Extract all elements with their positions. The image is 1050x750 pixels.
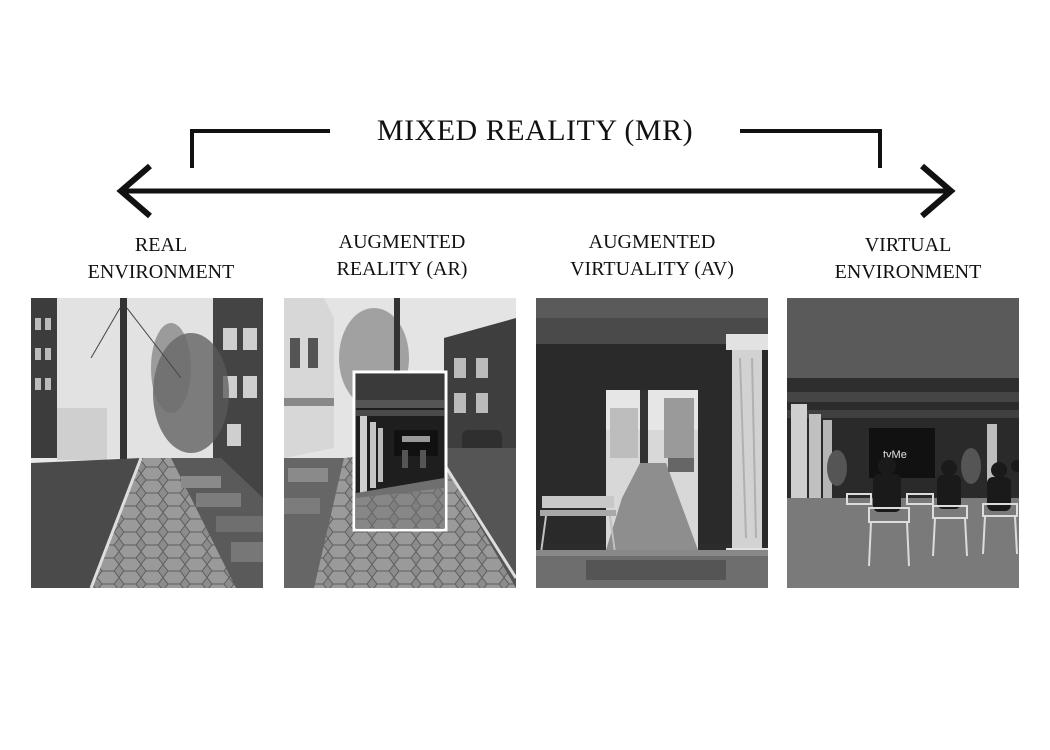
right-arrowhead <box>920 163 956 219</box>
stage-label-line: VIRTUALITY (AV) <box>570 258 734 280</box>
photo-augmented-reality <box>284 298 516 588</box>
photo-virtual-environment: tyMe <box>787 298 1019 588</box>
stage-label-line: AUGMENTED <box>338 231 466 253</box>
stage-label-line: REAL <box>134 234 188 256</box>
stage-label-av: AUGMENTED VIRTUALITY (AV) <box>542 229 762 283</box>
stage-label-ar: AUGMENTED REALITY (AR) <box>292 229 512 283</box>
stage-label-line: VIRTUAL <box>864 234 952 256</box>
stage-label-line: AUGMENTED <box>588 231 716 253</box>
stage-label-real: REAL ENVIRONMENT <box>51 232 271 286</box>
left-arrowhead <box>116 163 152 219</box>
mr-title: MIXED REALITY (MR) <box>330 112 740 150</box>
stage-label-line: ENVIRONMENT <box>834 261 982 283</box>
photo-real-environment <box>31 298 263 588</box>
stage-label-virtual: VIRTUAL ENVIRONMENT <box>798 232 1018 286</box>
stage-label-line: ENVIRONMENT <box>87 261 235 283</box>
stage-label-line: REALITY (AR) <box>336 258 468 280</box>
photo-augmented-virtuality <box>536 298 768 588</box>
